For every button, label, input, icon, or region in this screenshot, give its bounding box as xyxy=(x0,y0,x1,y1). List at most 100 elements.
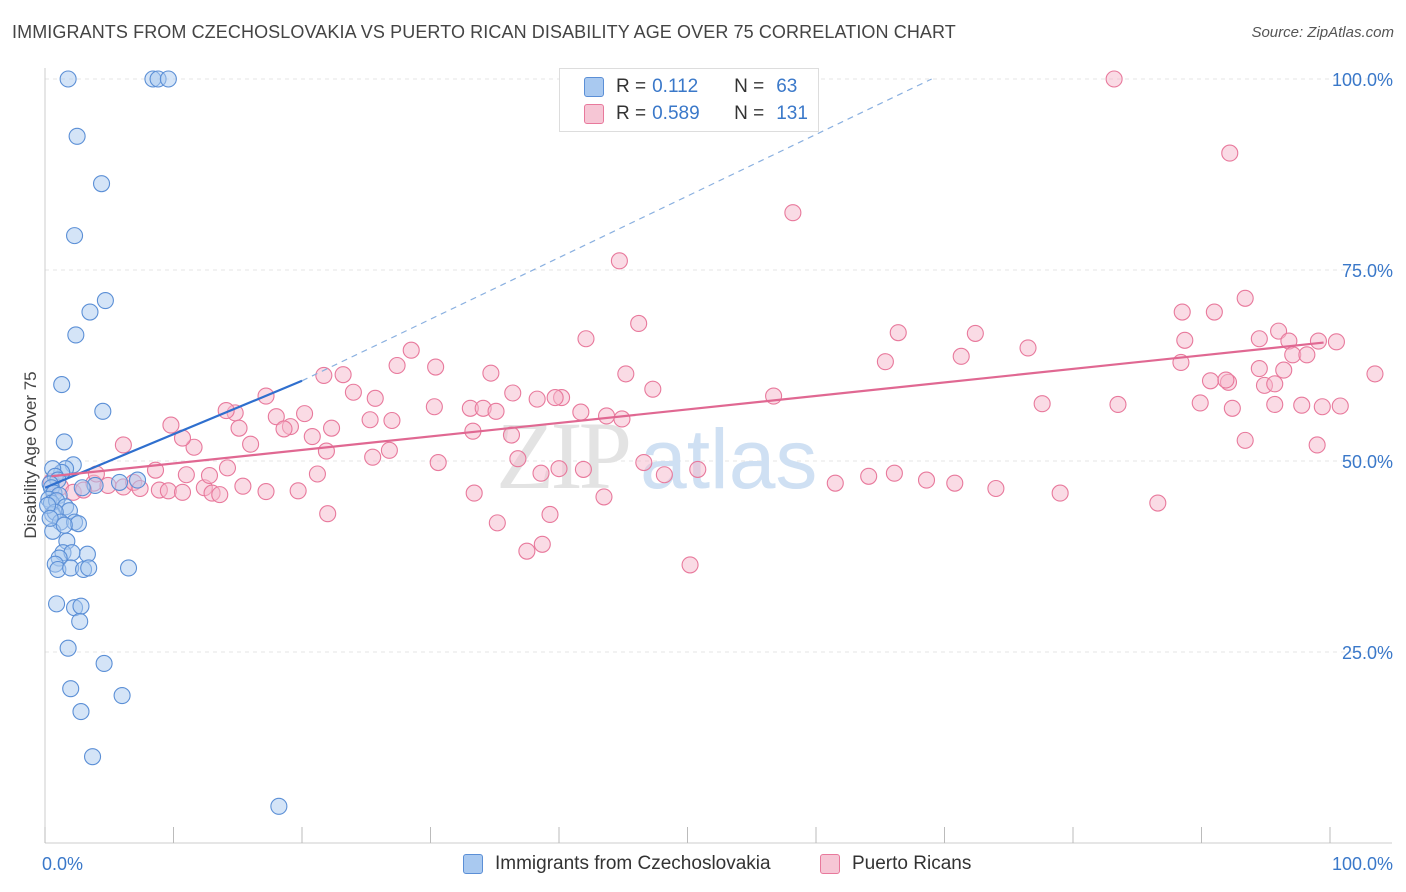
watermark: ZIP atlas xyxy=(496,402,817,509)
puerto-ricans-point xyxy=(482,364,500,382)
puerto-ricans-point xyxy=(532,464,550,482)
puerto-ricans-point xyxy=(425,398,443,416)
puerto-ricans-point xyxy=(308,465,326,483)
puerto-ricans-point xyxy=(1109,395,1127,414)
puerto-ricans-point xyxy=(1105,70,1123,88)
puerto-ricans-point xyxy=(1250,330,1268,348)
axes xyxy=(44,68,1392,844)
puerto-ricans-point xyxy=(1308,436,1326,454)
czech-point xyxy=(62,680,80,698)
correlation-legend: R = 0.112 N = 63 R = 0.589 N = 131 xyxy=(559,68,819,132)
puerto-ricans-point xyxy=(644,380,662,398)
puerto-ricans-point xyxy=(334,366,352,384)
puerto-ricans-point xyxy=(200,466,219,485)
puerto-ricans-point xyxy=(1250,360,1268,378)
puerto-ricans-point xyxy=(1366,365,1384,383)
puerto-ricans-point xyxy=(177,466,195,484)
puerto-ricans-point xyxy=(784,204,802,222)
puerto-ricans-point xyxy=(1205,303,1223,321)
puerto-ricans-point xyxy=(987,479,1005,498)
x-tick-label: 100.0% xyxy=(1332,854,1393,874)
puerto-ricans-point xyxy=(242,435,260,453)
puerto-ricans-point xyxy=(1217,371,1235,389)
puerto-ricans-point xyxy=(114,436,132,454)
puerto-ricans-point xyxy=(595,488,613,506)
czech-point xyxy=(72,597,90,615)
czech-point xyxy=(67,326,85,344)
puerto-ricans-point xyxy=(541,505,559,524)
puerto-ricans-point xyxy=(1309,332,1327,350)
puerto-ricans-point xyxy=(234,477,252,495)
puerto-ricans-point xyxy=(296,405,314,423)
czech-point xyxy=(119,559,138,577)
czech-point xyxy=(270,797,288,815)
puerto-ricans-point xyxy=(1033,395,1051,413)
puerto-ricans-point xyxy=(488,514,506,532)
puerto-ricans-point xyxy=(1019,339,1037,357)
puerto-ricans-point xyxy=(876,353,894,371)
puerto-ricans-point xyxy=(364,448,382,466)
puerto-ricans-point xyxy=(289,482,307,500)
bottom-legend-swatch-czech xyxy=(463,854,483,874)
puerto-ricans-point xyxy=(267,408,285,426)
czech-point xyxy=(68,127,86,145)
czech-point xyxy=(80,559,98,577)
puerto-ricans-point xyxy=(689,460,707,478)
czech-point xyxy=(95,654,113,673)
puerto-ricans-point xyxy=(655,466,673,484)
y-tick-label: 75.0% xyxy=(1342,261,1393,281)
y-tick-label: 25.0% xyxy=(1342,643,1393,663)
czech-point xyxy=(92,175,111,193)
czech-point xyxy=(110,473,129,491)
czech-point xyxy=(55,516,73,534)
puerto-ricans-point xyxy=(826,474,844,492)
puerto-ricans-point xyxy=(429,453,447,472)
bottom-legend-label-pr: Puerto Ricans xyxy=(852,853,972,874)
puerto-ricans-point xyxy=(546,389,564,407)
puerto-ricans-trend-line xyxy=(51,341,1324,478)
czech-point xyxy=(128,471,147,489)
puerto-ricans-point xyxy=(966,324,984,342)
czech-points xyxy=(39,70,288,815)
legend-n-value: 63 xyxy=(776,76,798,97)
puerto-ricans-point xyxy=(597,407,616,425)
puerto-ricans-point xyxy=(159,482,177,500)
puerto-ricans-point xyxy=(952,347,970,365)
y-tick-label: 50.0% xyxy=(1342,452,1393,472)
y-tick-label: 100.0% xyxy=(1332,70,1393,90)
czech-point xyxy=(69,515,87,533)
puerto-ricans-point xyxy=(572,403,590,421)
puerto-ricans-point xyxy=(487,402,505,420)
puerto-ricans-point xyxy=(402,341,420,359)
czech-point xyxy=(71,612,89,630)
czech-point xyxy=(48,595,66,613)
czech-point xyxy=(113,686,131,705)
puerto-ricans-point xyxy=(383,411,401,430)
puerto-ricans-point xyxy=(681,556,699,574)
puerto-ricans-point xyxy=(1270,322,1288,340)
puerto-ricans-point xyxy=(257,483,275,501)
puerto-ricans-point xyxy=(613,410,631,428)
puerto-ricans-point xyxy=(162,416,180,434)
czech-point xyxy=(59,70,77,88)
puerto-ricans-point xyxy=(1223,399,1241,417)
puerto-ricans-point xyxy=(427,358,445,376)
czech-trend-line xyxy=(44,379,303,489)
puerto-ricans-point xyxy=(1191,394,1209,412)
legend-r-label: R = xyxy=(616,103,647,124)
puerto-ricans-point xyxy=(1236,431,1254,449)
grid-lines xyxy=(45,78,1392,653)
legend-swatch-pr xyxy=(584,104,604,124)
puerto-ricans-point xyxy=(1173,303,1191,321)
puerto-ricans-point xyxy=(617,365,635,383)
legend-r-value: 0.589 xyxy=(652,103,700,124)
legend-n-value: 131 xyxy=(776,103,808,124)
legend-n-label: N = xyxy=(734,103,765,124)
legend-row-pr: R = 0.589 N = 131 xyxy=(584,102,808,126)
puerto-ricans-point xyxy=(344,383,362,401)
watermark-atlas: atlas xyxy=(640,412,817,506)
chart-title: IMMIGRANTS FROM CZECHOSLOVAKIA VS PUERTO… xyxy=(12,22,956,42)
puerto-ricans-point xyxy=(1221,144,1239,162)
puerto-ricans-point xyxy=(380,441,398,459)
